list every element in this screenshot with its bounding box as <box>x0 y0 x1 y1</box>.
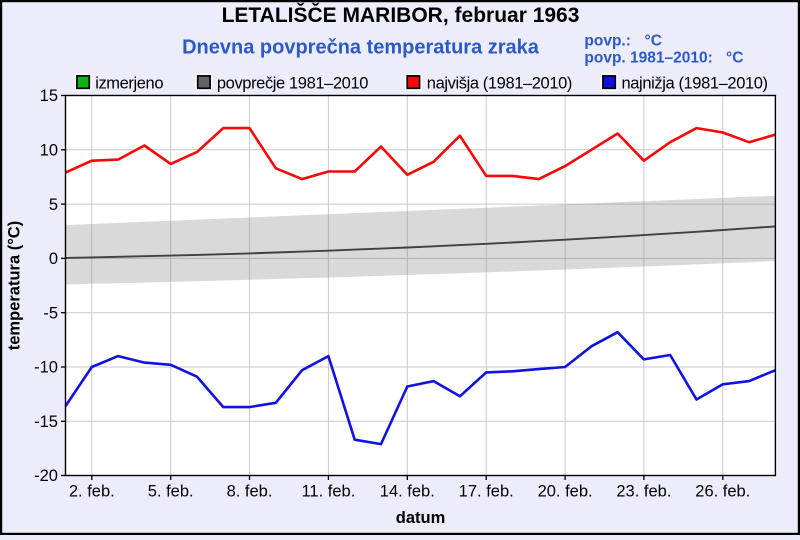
svg-text:8. feb.: 8. feb. <box>227 483 273 501</box>
svg-text:23. feb.: 23. feb. <box>616 483 671 501</box>
svg-text:0: 0 <box>49 250 58 268</box>
svg-text:14. feb.: 14. feb. <box>380 483 435 501</box>
svg-text:povp.:: povp.: <box>584 32 631 49</box>
svg-text:2. feb.: 2. feb. <box>69 483 115 501</box>
svg-text:-20: -20 <box>34 467 58 485</box>
svg-text:najvišja (1981–2010): najvišja (1981–2010) <box>427 74 572 92</box>
svg-text:15: 15 <box>40 87 58 105</box>
svg-text:26. feb.: 26. feb. <box>695 483 750 501</box>
svg-text:°C: °C <box>726 50 743 67</box>
svg-text:10: 10 <box>40 142 58 160</box>
svg-text:najnižja (1981–2010): najnižja (1981–2010) <box>622 74 768 92</box>
svg-text:20. feb.: 20. feb. <box>538 483 593 501</box>
svg-text:datum: datum <box>396 509 446 527</box>
svg-text:-15: -15 <box>34 413 58 431</box>
svg-text:temperatura (°C): temperatura (°C) <box>6 221 24 350</box>
svg-text:°C: °C <box>645 32 662 49</box>
svg-text:LETALIŠČE MARIBOR, februar 196: LETALIŠČE MARIBOR, februar 1963 <box>222 3 580 27</box>
svg-text:5: 5 <box>49 196 58 214</box>
svg-text:povp. 1981–2010:: povp. 1981–2010: <box>584 50 712 67</box>
svg-text:5. feb.: 5. feb. <box>148 483 194 501</box>
svg-text:povprečje 1981–2010: povprečje 1981–2010 <box>217 74 368 92</box>
svg-text:-10: -10 <box>34 359 58 377</box>
svg-text:izmerjeno: izmerjeno <box>95 74 163 92</box>
svg-text:17. feb.: 17. feb. <box>459 483 514 501</box>
svg-text:11. feb.: 11. feb. <box>301 483 355 501</box>
svg-text:-5: -5 <box>43 304 58 322</box>
svg-text:Dnevna povprečna temperatura z: Dnevna povprečna temperatura zraka <box>182 37 540 59</box>
